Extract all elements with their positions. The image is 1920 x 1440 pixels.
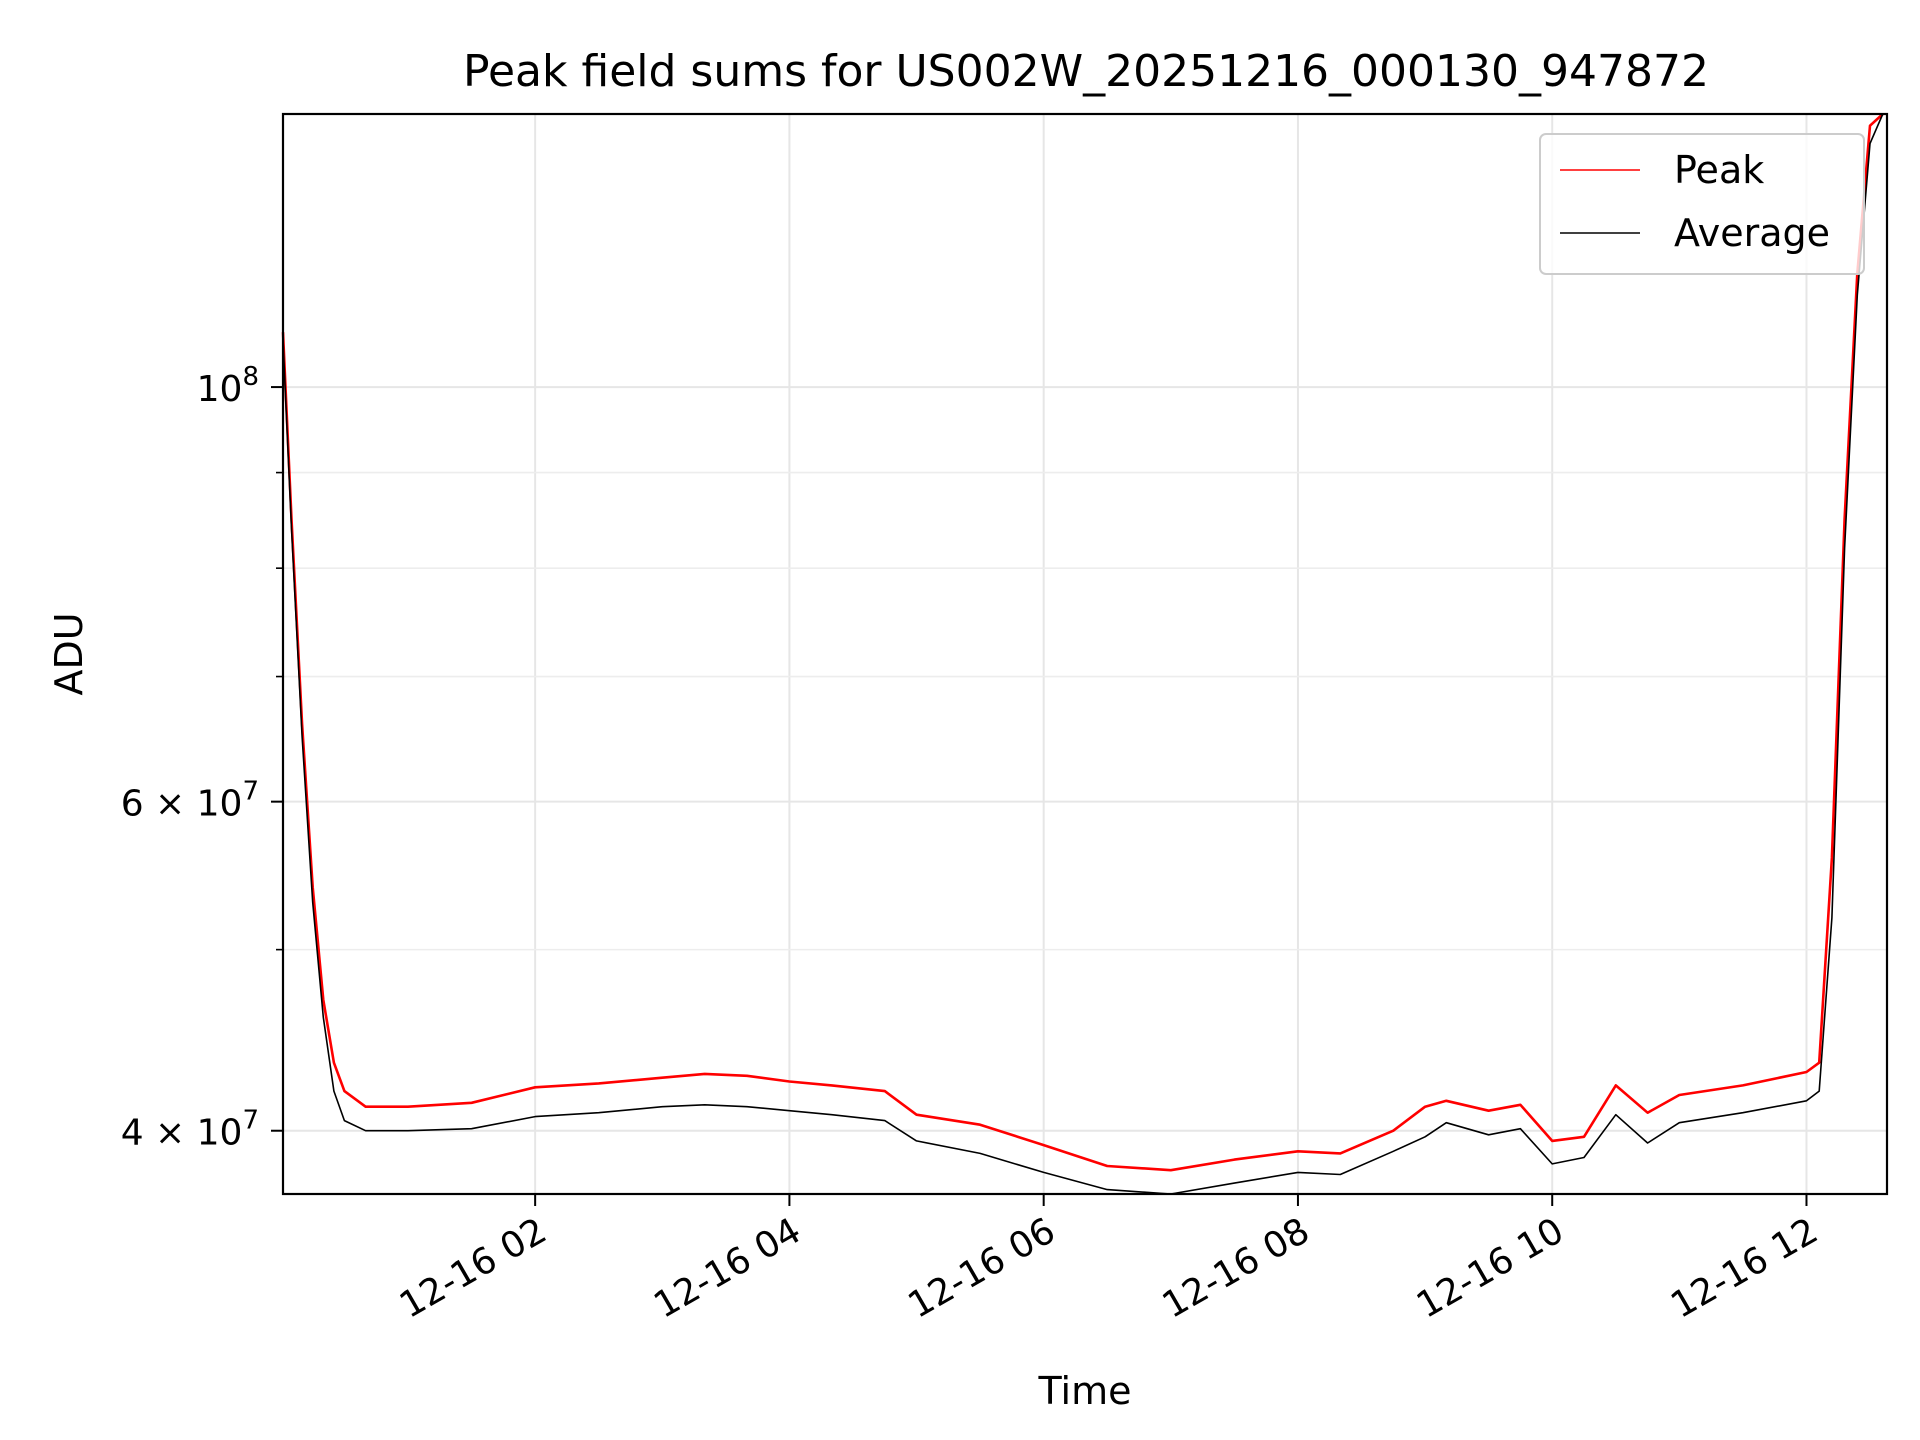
series-layer: [281, 113, 1884, 1195]
plot-frame: [281, 112, 1889, 1196]
legend-label-average: Average: [1674, 211, 1830, 255]
grid: [283, 114, 1887, 1194]
series-line-peak: [281, 113, 1884, 1172]
legend-label-peak: Peak: [1674, 148, 1764, 192]
y-tick-label: 6 × 107: [121, 777, 259, 825]
legend: Peak Average: [1539, 133, 1865, 275]
y-tick-label: 108: [197, 362, 259, 410]
chart-title: Peak field sums for US002W_20251216_0001…: [463, 46, 1709, 97]
y-tick-label: 4 × 107: [121, 1106, 259, 1154]
x-axis-label: Time: [1038, 1369, 1132, 1413]
y-axis-label: ADU: [47, 612, 91, 695]
legend-box: [1539, 133, 1865, 275]
series-line-average: [282, 113, 1884, 1195]
